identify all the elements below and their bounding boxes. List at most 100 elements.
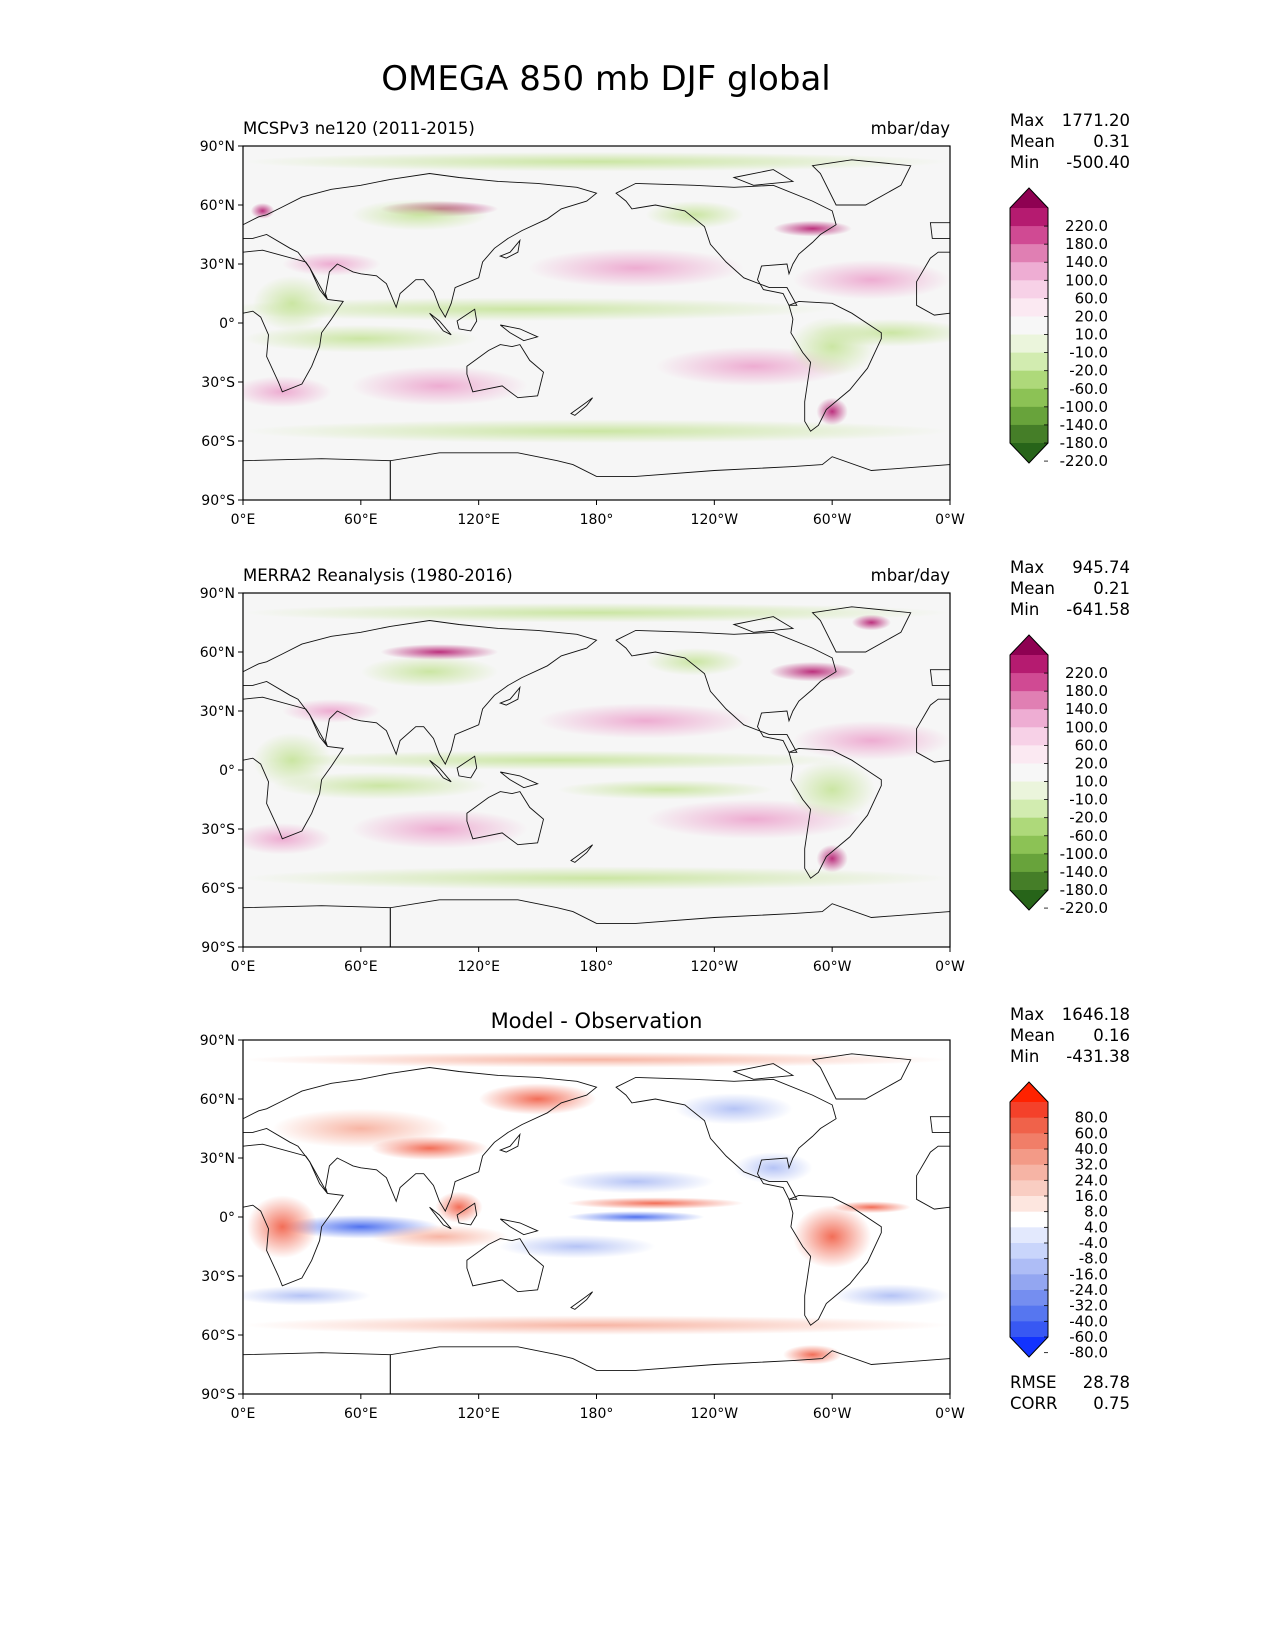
colorbar-segment	[1010, 745, 1048, 765]
x-tick-label: 60°W	[813, 959, 852, 975]
field-blob-9	[243, 866, 950, 890]
y-tick-label: 0°	[219, 316, 235, 332]
colorbar-tick-label: 32.0	[1075, 1156, 1108, 1174]
stat-label-max: Max	[1010, 1005, 1044, 1024]
x-tick-label: 60°E	[344, 512, 378, 528]
coastline-6	[615, 182, 837, 306]
colorbar-segment	[1010, 280, 1048, 299]
colorbar-segment	[1010, 424, 1048, 444]
colorbar-top-extend	[1010, 635, 1048, 655]
coastline-4	[929, 222, 950, 239]
coastline-10	[498, 1132, 521, 1153]
coastline-12	[456, 755, 478, 779]
y-tick-label: 60°S	[201, 434, 235, 450]
coastline-14	[389, 899, 950, 947]
field-blob-8	[246, 1195, 318, 1259]
stat-label-corr: CORR	[1010, 1394, 1057, 1413]
colorbar-bottom-extend	[1010, 443, 1048, 463]
field-blob-4	[567, 1211, 705, 1223]
colorbar-tick-label: -100.0	[1060, 398, 1108, 416]
colorbar-tick-label: -10.0	[1069, 344, 1108, 362]
coastline-14	[389, 452, 950, 500]
field-blob-13	[675, 1093, 793, 1125]
colorbar-segment	[1010, 1149, 1048, 1166]
coastline-16	[732, 169, 795, 186]
colorbar-tick-label: 40.0	[1075, 1140, 1108, 1158]
colorbar: 220.0180.0140.0100.060.020.010.0-10.0-20…	[1009, 634, 1108, 917]
colorbar-tick-label: 10.0	[1075, 773, 1108, 791]
colorbar-segment	[1010, 1117, 1048, 1134]
field-blob-3	[351, 366, 528, 406]
x-tick-label: 0°W	[935, 512, 965, 528]
x-tick-label: 0°E	[231, 959, 256, 975]
colorbar-tick-label: 20.0	[1075, 754, 1108, 772]
colorbar-tick-label: 16.0	[1075, 1187, 1108, 1205]
field-blob-17	[243, 1285, 371, 1306]
field-blob-1	[527, 248, 744, 288]
coastline-11	[500, 324, 539, 342]
colorbar-segment	[1010, 1164, 1048, 1181]
y-tick-label: 30°S	[201, 1269, 235, 1285]
x-tick-label: 120°W	[691, 1406, 739, 1422]
colorbar-tick-label: 220.0	[1065, 664, 1108, 682]
field-blob-6	[262, 750, 852, 770]
field-blob-5	[557, 1169, 715, 1194]
field-blob-7	[498, 1234, 656, 1259]
field-blob-13	[816, 844, 848, 873]
stat-value-max: 945.74	[1072, 558, 1130, 577]
colorbar-tick-label: 60.0	[1075, 1124, 1108, 1142]
field-blob-12	[478, 1083, 597, 1115]
stat-value-min: -431.38	[1066, 1047, 1130, 1066]
stat-label-max: Max	[1010, 558, 1044, 577]
field-blob-10	[243, 602, 950, 623]
coastline-7	[788, 747, 882, 879]
y-tick-label: 0°	[219, 1210, 235, 1226]
colorbar-tick-label: -140.0	[1060, 863, 1108, 881]
y-tick-label: 30°S	[201, 375, 235, 391]
colorbar-tick-label: -4.0	[1079, 1234, 1108, 1252]
panel-2: MERRA2 Reanalysis (1980-2016) mbar/day Max…	[200, 558, 1130, 975]
colorbar-tick-label: -24.0	[1069, 1281, 1108, 1299]
field-blob-20	[783, 1344, 842, 1365]
field-blob-19	[282, 699, 381, 723]
colorbar-tick-label: -220.0	[1060, 452, 1108, 470]
colorbar-tick-label: -60.0	[1069, 380, 1108, 398]
y-tick-label: 90°N	[200, 139, 235, 155]
y-tick-label: 30°N	[200, 257, 235, 273]
field-blob-9	[243, 419, 950, 444]
field-blob-16	[734, 1152, 813, 1184]
map-field: 0°E 60°E 120°E 180° 120°W 60°W 0°W 90°N 60°N 30°N…	[200, 139, 965, 528]
field-blob-10	[243, 151, 950, 172]
field-blob-17	[360, 656, 499, 688]
field-blob-9	[792, 1205, 872, 1269]
colorbar-tick-label: 140.0	[1065, 253, 1108, 271]
colorbar-tick-label: 8.0	[1084, 1203, 1108, 1221]
field-blob-19	[370, 1136, 489, 1160]
colorbar-segment	[1010, 709, 1048, 728]
field-blob-14	[250, 203, 275, 219]
stat-label-min: Min	[1010, 153, 1039, 172]
coastline-16	[732, 1063, 795, 1080]
stat-label-mean: Mean	[1010, 132, 1055, 151]
colorbar-tick-label: -180.0	[1060, 881, 1108, 899]
y-tick-label: 60°N	[200, 198, 235, 214]
coastline-2	[243, 249, 344, 393]
stat-value-corr: 0.75	[1093, 1394, 1130, 1413]
y-tick-label: 0°	[219, 763, 235, 779]
colorbar-tick-label: -32.0	[1069, 1297, 1108, 1315]
coastline-15	[243, 905, 391, 947]
colorbar-segment	[1010, 1305, 1048, 1322]
y-tick-label: 60°S	[201, 881, 235, 897]
colorbar-tick-label: -220.0	[1060, 899, 1108, 917]
x-tick-label: 0°E	[231, 1406, 256, 1422]
coastline-4	[929, 1116, 950, 1133]
coastline-1	[243, 620, 598, 766]
coastline-2	[243, 696, 344, 840]
x-tick-label: 120°E	[457, 959, 500, 975]
colorbar-bottom-extend	[1010, 1337, 1048, 1357]
stat-label-max: Max	[1010, 111, 1044, 130]
coastline-15	[243, 1352, 391, 1394]
colorbar-segment	[1010, 208, 1048, 227]
colorbar-segment	[1010, 406, 1048, 426]
